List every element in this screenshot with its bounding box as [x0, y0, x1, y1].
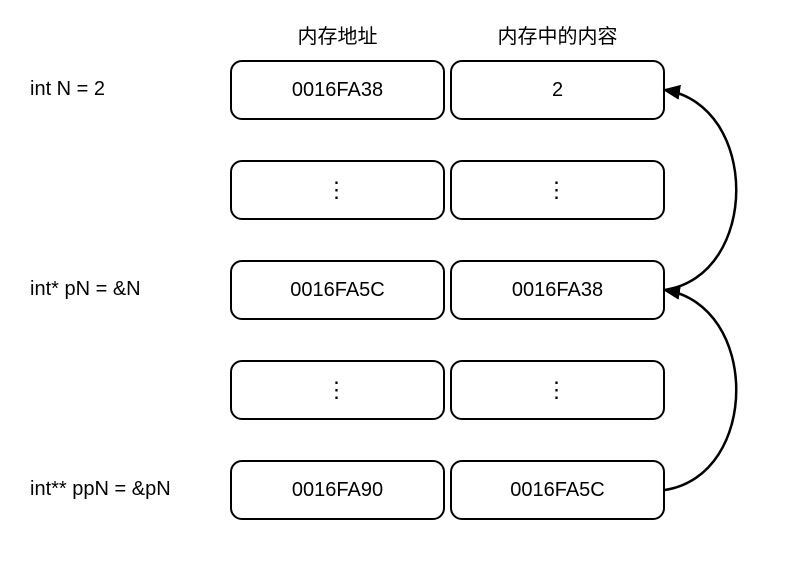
cell-addr-text-3: ⋮ [326, 377, 350, 403]
cell-addr-1: ⋮ [230, 160, 445, 220]
arrow-ppn-to-pn [665, 290, 736, 490]
cell-content-text-2: 0016FA38 [512, 279, 603, 302]
cell-addr-text-0: 0016FA38 [292, 79, 383, 102]
header-address: 内存地址 [230, 20, 445, 49]
cell-addr-text-2: 0016FA5C [290, 279, 385, 302]
cell-content-1: ⋮ [450, 160, 665, 220]
arrow-pn-to-n [665, 90, 736, 290]
header-content: 内存中的内容 [450, 20, 665, 49]
cell-addr-0: 0016FA38 [230, 60, 445, 120]
cell-content-text-4: 0016FA5C [510, 479, 605, 502]
cell-content-2: 0016FA38 [450, 260, 665, 320]
diagram-container: 内存地址 内存中的内容 int N = 2 0016FA38 2 ⋮ ⋮ int… [0, 0, 810, 582]
cell-addr-2: 0016FA5C [230, 260, 445, 320]
cell-addr-3: ⋮ [230, 360, 445, 420]
cell-content-3: ⋮ [450, 360, 665, 420]
cell-content-text-3: ⋮ [546, 377, 570, 403]
cell-addr-text-4: 0016FA90 [292, 479, 383, 502]
cell-addr-4: 0016FA90 [230, 460, 445, 520]
cell-content-0: 2 [450, 60, 665, 120]
row-label-4: int** ppN = &pN [30, 478, 171, 501]
row-label-0: int N = 2 [30, 78, 105, 101]
cell-content-text-0: 2 [552, 79, 563, 102]
row-label-2: int* pN = &N [30, 278, 141, 301]
cell-content-text-1: ⋮ [546, 177, 570, 203]
cell-addr-text-1: ⋮ [326, 177, 350, 203]
cell-content-4: 0016FA5C [450, 460, 665, 520]
